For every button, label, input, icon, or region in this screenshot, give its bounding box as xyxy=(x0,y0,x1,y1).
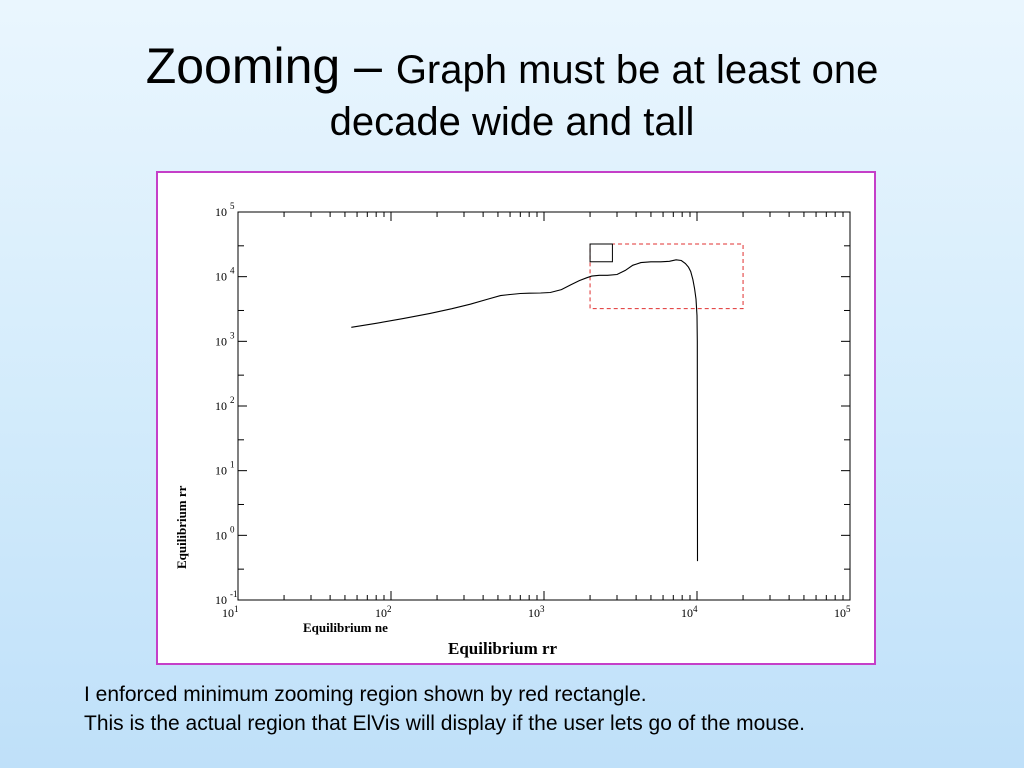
mouse-selection-box xyxy=(589,243,613,263)
caption-line-1: I enforced minimum zooming region shown … xyxy=(84,683,647,706)
x-ticks xyxy=(237,212,844,600)
y-tick-label: 10 1 xyxy=(215,460,235,478)
x-axis-label: Equilibrium ne xyxy=(303,620,388,635)
y-tick-label: 10 -1 xyxy=(215,589,238,607)
x-tick-label: 102 xyxy=(375,604,392,620)
y-ticks xyxy=(238,245,850,601)
x-tick-label: 104 xyxy=(681,604,698,620)
plot-area xyxy=(237,211,851,601)
title-main: Zooming xyxy=(145,38,341,94)
y-tick-label: 10 2 xyxy=(215,395,235,413)
y-tick-label: 10 3 xyxy=(215,330,235,348)
y-tick-label: 10 0 xyxy=(215,524,235,542)
slide-title: Zooming – Graph must be at least one dec… xyxy=(0,36,1024,146)
y-tick-label: 10 4 xyxy=(215,266,235,284)
caption: I enforced minimum zooming region shown … xyxy=(84,680,1004,738)
bottom-axis-label: Equilibrium rr xyxy=(448,639,558,658)
title-line2: decade wide and tall xyxy=(329,100,695,144)
y-axis-label: Equilibrium rr xyxy=(174,485,189,569)
x-tick-labels: 101 102 103 104 105 xyxy=(222,604,851,620)
title-sub: Graph must be at least one xyxy=(395,48,879,92)
x-tick-label: 101 xyxy=(222,604,239,620)
title-dash: – xyxy=(340,38,396,94)
caption-line-2: This is the actual region that ElVis wil… xyxy=(84,712,805,735)
x-tick-label: 105 xyxy=(834,604,851,620)
series-line xyxy=(351,259,699,562)
y-tick-label: 10 5 xyxy=(215,201,235,219)
zoom-region-rectangle xyxy=(589,243,744,310)
chart-frame: 101 102 103 104 105 10 -1 10 0 10 1 10 2 10 3 10 4 10 5 E… xyxy=(156,171,876,665)
x-tick-label: 103 xyxy=(528,604,545,620)
